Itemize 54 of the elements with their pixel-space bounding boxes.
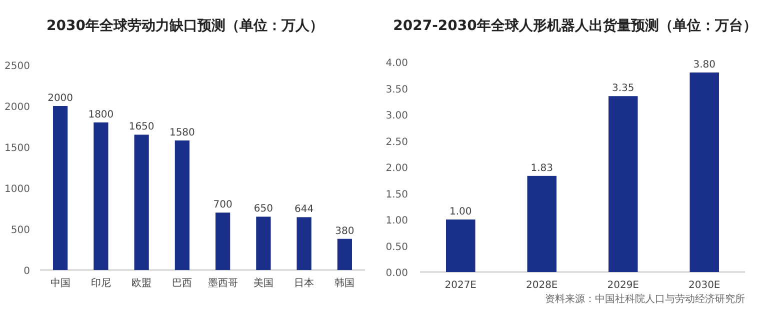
x-tick-label: 2027E xyxy=(444,280,477,291)
y-tick-label: 3.50 xyxy=(386,84,408,96)
data-label: 1.83 xyxy=(530,162,554,174)
chart-title: 2027-2030年全球人形机器人出货量预测（单位：万台） xyxy=(393,18,757,34)
data-label: 650 xyxy=(254,204,273,215)
data-label: 3.80 xyxy=(693,60,716,70)
data-label: 1.00 xyxy=(449,206,472,218)
y-tick-label: 1500 xyxy=(4,143,30,154)
data-label: 1580 xyxy=(169,127,195,138)
x-tick-label: 印尼 xyxy=(90,277,111,289)
y-tick-label: 2500 xyxy=(4,61,30,72)
data-label: 2000 xyxy=(48,93,74,104)
y-tick-label: 0.50 xyxy=(386,242,408,253)
bar xyxy=(296,217,312,270)
x-tick-label: 美国 xyxy=(253,277,274,289)
y-tick-label: 4.00 xyxy=(386,58,408,69)
data-label: 1800 xyxy=(88,109,114,120)
x-tick-label: 欧盟 xyxy=(132,277,152,289)
y-tick-label: 1.50 xyxy=(386,189,408,200)
x-tick-label: 巴西 xyxy=(172,278,192,289)
bar xyxy=(337,238,352,270)
x-tick-label: 中国 xyxy=(50,277,70,289)
y-tick-label: 2.00 xyxy=(386,163,408,174)
x-tick-label: 2028E xyxy=(526,280,558,291)
y-tick-label: 0.00 xyxy=(386,268,408,279)
bar xyxy=(256,216,271,270)
y-tick-label: 2000 xyxy=(4,102,30,113)
data-label: 380 xyxy=(335,226,354,237)
bar xyxy=(690,72,719,272)
y-tick-label: 0 xyxy=(24,266,30,277)
x-tick-label: 日本 xyxy=(294,277,314,289)
x-tick-label: 2029E xyxy=(607,280,640,291)
data-label: 644 xyxy=(294,204,314,216)
bar xyxy=(94,122,108,270)
y-tick-label: 1000 xyxy=(4,184,30,195)
x-tick-label: 墨西哥 xyxy=(208,278,238,289)
y-tick-label: 3.00 xyxy=(386,110,408,122)
data-label: 3.35 xyxy=(612,83,634,94)
x-tick-label: 韩国 xyxy=(334,277,355,289)
bar xyxy=(608,96,638,272)
bar xyxy=(134,134,149,270)
bar xyxy=(216,212,230,270)
text: 资料来源：中国社科院人口与劳动经济研究所 xyxy=(545,293,745,305)
y-tick-label: 1.00 xyxy=(386,216,408,226)
x-tick-label: 2030E xyxy=(688,280,720,291)
data-label: 1650 xyxy=(128,122,154,133)
bar xyxy=(446,220,476,272)
y-tick-label: 500 xyxy=(10,225,30,236)
bar xyxy=(527,176,556,272)
bar xyxy=(174,140,190,270)
bar xyxy=(53,106,68,270)
chart-title: 2030年全球劳动力缺口预测（单位：万人） xyxy=(46,18,324,34)
y-tick-label: 2.50 xyxy=(386,136,408,148)
data-label: 700 xyxy=(213,200,232,211)
